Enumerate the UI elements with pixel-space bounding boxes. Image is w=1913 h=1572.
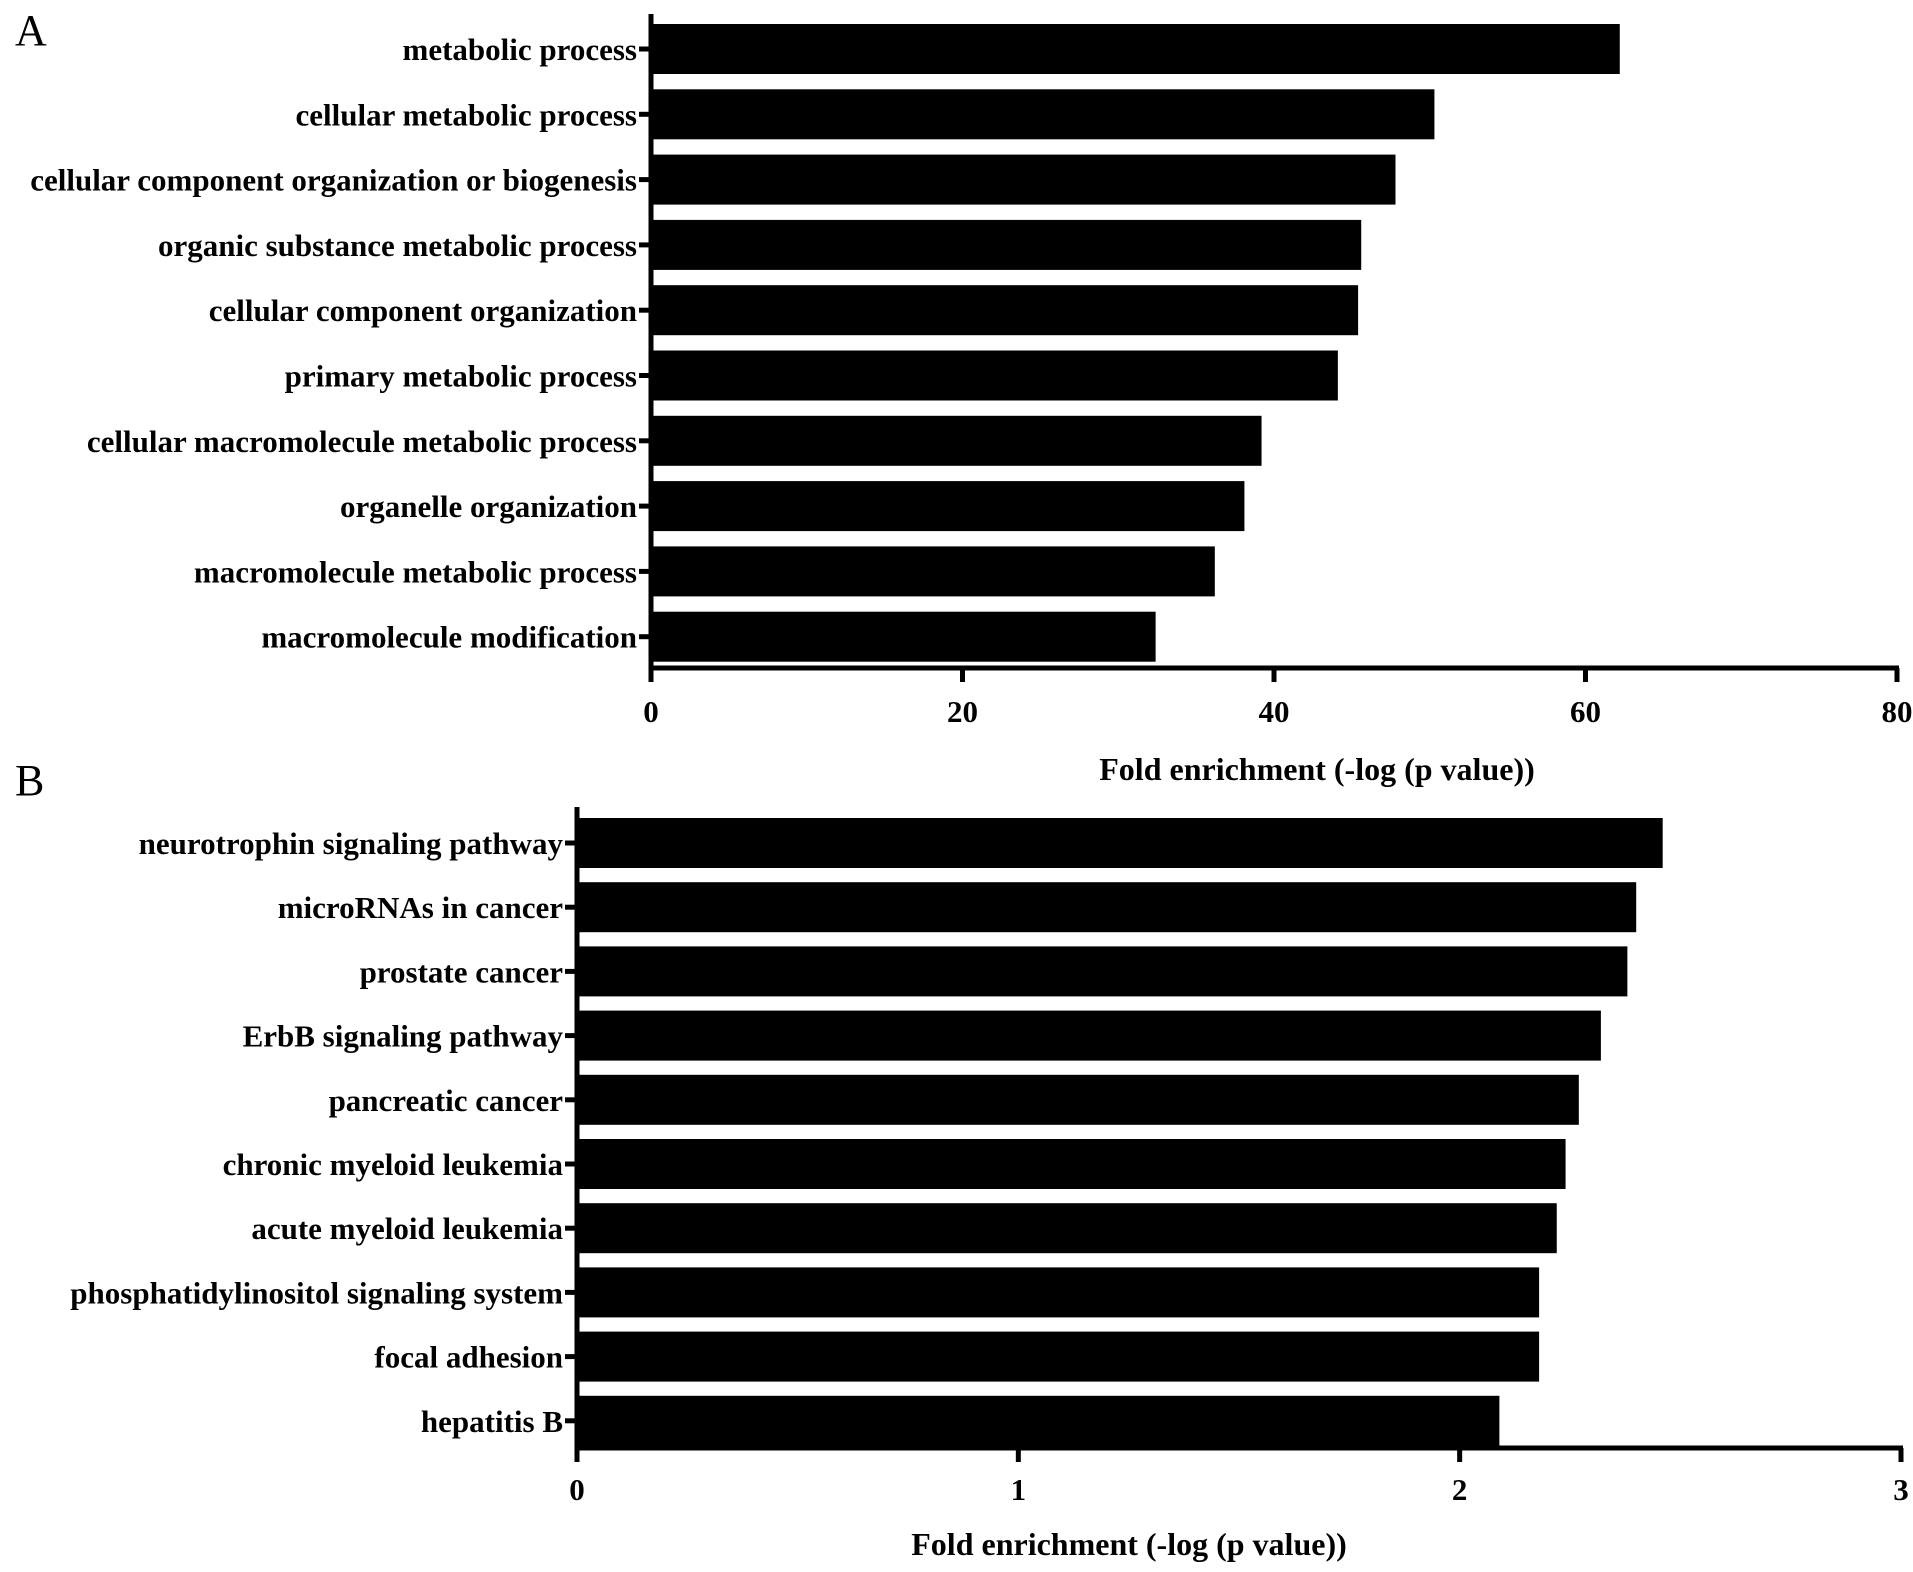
panel-b-bar bbox=[577, 818, 1663, 868]
panel-a-category-label: cellular metabolic process bbox=[295, 97, 637, 132]
panel-a-x-axis-title: Fold enrichment (-log (p value)) bbox=[1099, 751, 1535, 787]
panel-b-category-label: focal adhesion bbox=[374, 1340, 563, 1375]
panel-b-bar bbox=[577, 1267, 1540, 1318]
panel-a-x-tick-label: 60 bbox=[1570, 694, 1601, 729]
panel-b-category-label: phosphatidylinositol signaling system bbox=[70, 1275, 563, 1310]
panel-a-x-tick-label: 80 bbox=[1882, 694, 1913, 729]
panel-a-category-label: macromolecule modification bbox=[261, 620, 637, 655]
panel-b-letter: B bbox=[15, 756, 44, 805]
panel-b-category-label: microRNAs in cancer bbox=[278, 890, 563, 925]
panel-a-category-label: primary metabolic process bbox=[285, 359, 637, 394]
panel-a-category-label: organic substance metabolic process bbox=[158, 228, 637, 263]
panel-b-category-label: hepatitis B bbox=[421, 1404, 563, 1439]
panel-b-category-label: prostate cancer bbox=[360, 954, 564, 989]
panel-b-category-label: ErbB signaling pathway bbox=[243, 1019, 564, 1054]
panel-a-x-tick-label: 0 bbox=[643, 694, 659, 729]
panel-a-category-label: cellular component organization bbox=[209, 293, 637, 328]
panel-b-bar bbox=[577, 1203, 1557, 1254]
panel-b-bar bbox=[577, 1139, 1566, 1189]
panel-a-category-label: cellular macromolecule metabolic process bbox=[87, 424, 637, 459]
panel-b-bar bbox=[577, 1074, 1579, 1125]
panel-a-letter: A bbox=[15, 6, 47, 55]
panel-a-bar bbox=[651, 481, 1245, 532]
panel-b-category-label: acute myeloid leukemia bbox=[251, 1211, 563, 1246]
panel-b-category-label: neurotrophin signaling pathway bbox=[139, 826, 564, 861]
panel-a-category-label: cellular component organization or bioge… bbox=[30, 163, 637, 198]
panel-a-bar bbox=[651, 611, 1156, 662]
panel-b-bar bbox=[577, 1010, 1601, 1061]
panel-b-x-tick-label: 0 bbox=[569, 1472, 585, 1507]
panel-b-x-axis-title: Fold enrichment (-log (p value)) bbox=[911, 1526, 1347, 1562]
panel-b-category-label: chronic myeloid leukemia bbox=[223, 1147, 564, 1182]
panel-b-bar bbox=[577, 1331, 1540, 1382]
panel-a-category-label: metabolic process bbox=[403, 32, 637, 67]
panel-a-bar bbox=[651, 219, 1362, 270]
panel-a-bar bbox=[651, 350, 1338, 401]
panel-b-x-tick-label: 1 bbox=[1011, 1472, 1027, 1507]
panel-b-category-label: pancreatic cancer bbox=[329, 1083, 564, 1118]
panel-a-x-tick-label: 20 bbox=[947, 694, 978, 729]
panel-a-category-label: macromolecule metabolic process bbox=[194, 554, 637, 589]
panel-a-category-label: organelle organization bbox=[340, 489, 637, 524]
panel-a-x-tick-label: 40 bbox=[1259, 694, 1290, 729]
panel-b-x-tick-label: 3 bbox=[1893, 1472, 1909, 1507]
panel-b-bar bbox=[577, 882, 1637, 933]
panel-a-bar bbox=[651, 546, 1215, 597]
panel-a-bar bbox=[651, 24, 1620, 74]
panel-b-bar bbox=[577, 946, 1628, 997]
panel-b-bar bbox=[577, 1395, 1500, 1446]
panel-a-bar bbox=[651, 415, 1262, 466]
panel-a-bar bbox=[651, 89, 1435, 140]
panel-b-x-tick-label: 2 bbox=[1452, 1472, 1468, 1507]
panel-a-bar bbox=[651, 154, 1396, 205]
panel-a-bar bbox=[651, 285, 1359, 336]
